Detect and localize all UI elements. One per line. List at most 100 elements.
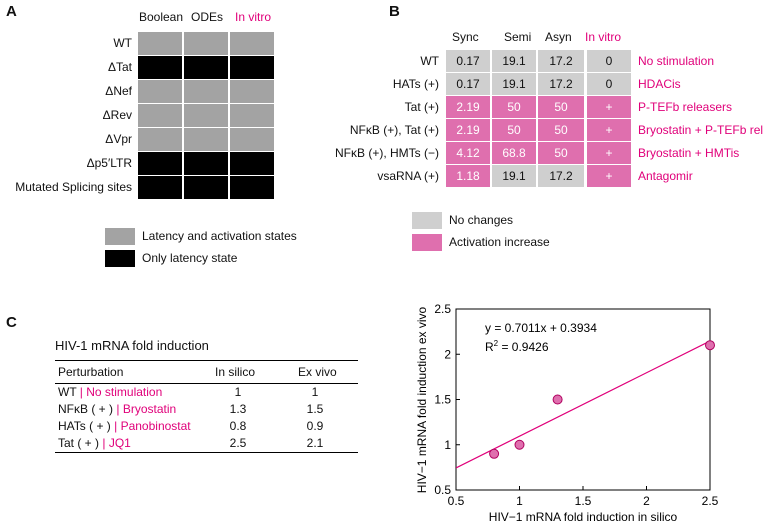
- row-ex-vivo: 1.5: [306, 402, 324, 416]
- y-tick-label: 0.5: [434, 483, 451, 497]
- panel-a-row-label: Mutated Splicing sites: [15, 180, 132, 194]
- panel-b-col-header: Semi: [504, 30, 532, 44]
- panel-b-cell: 19.1: [492, 50, 536, 72]
- panel-b-cell: 2.19: [446, 119, 490, 141]
- panel-b-letter: B: [389, 3, 400, 20]
- panel-b-treatment: No stimulation: [638, 54, 715, 68]
- panel-a-col-header: Boolean: [138, 10, 184, 24]
- panel-a-cell: [138, 80, 182, 103]
- panel-b-treatment: Bryostatin + P-TEFb rel: [638, 123, 764, 137]
- panel-b-cell: 50: [538, 119, 584, 141]
- row-ex-vivo: 0.9: [306, 419, 324, 433]
- x-axis-label: HIV−1 mRNA fold induction in silico: [489, 510, 678, 524]
- panel-a-cell: [230, 128, 274, 151]
- panel-b-cell: 4.12: [446, 142, 490, 164]
- x-tick-label: 2: [643, 494, 650, 508]
- row-in-silico: 0.8: [229, 419, 247, 433]
- panel-c-table-title: HIV-1 mRNA fold induction: [55, 338, 209, 353]
- panel-a-row-label: Δp5′LTR: [86, 156, 132, 170]
- data-point: [489, 448, 500, 459]
- table-row: HATs ( + ) | Panobinostat 0.8 0.9: [55, 418, 358, 435]
- panel-b-legend-swatch: [412, 212, 442, 229]
- y-tick-label: 2: [444, 347, 451, 361]
- panel-a-cell: [230, 152, 274, 175]
- panel-a-row-label: WT: [113, 36, 132, 50]
- regression-equation: y = 0.7011x + 0.3934: [485, 321, 597, 335]
- panel-a-cell: [230, 104, 274, 127]
- panel-b-cell: 0.17: [446, 50, 490, 72]
- panel-b-cell: +: [587, 165, 631, 187]
- table-row: WT | No stimulation 1 1: [55, 384, 358, 401]
- panel-b-treatment: HDACis: [638, 77, 681, 91]
- x-tick-label: 1: [516, 494, 523, 508]
- panel-b-legend-swatch: [412, 234, 442, 251]
- row-ex-vivo: 2.1: [306, 436, 324, 450]
- header-in-silico: In silico: [215, 365, 256, 379]
- panel-b-row-label: Tat (+): [404, 100, 439, 114]
- panel-b-col-header: Sync: [452, 30, 479, 44]
- panel-b-treatment: Bryostatin + HMTis: [638, 146, 740, 160]
- panel-b-cell: 17.2: [538, 50, 584, 72]
- panel-a-cell: [184, 80, 228, 103]
- panel-b-cell: 0: [587, 73, 631, 95]
- data-point: [705, 340, 715, 351]
- panel-b-treatment: P-TEFb releasers: [638, 100, 733, 114]
- table-row: Tat ( + ) | JQ1 2.5 2.1: [55, 435, 358, 452]
- panel-b-cell: +: [587, 119, 631, 141]
- panel-a-cell: [184, 56, 228, 79]
- y-tick-label: 1.5: [434, 393, 451, 407]
- panel-a-cell: [184, 152, 228, 175]
- table-row: NFκB ( + ) | Bryostatin 1.3 1.5: [55, 401, 358, 418]
- panel-c-letter: C: [6, 314, 17, 331]
- fold-induction-table: Perturbation In silico Ex vivo WT | No s…: [55, 360, 358, 453]
- panel-a-cell: [184, 32, 228, 55]
- panel-b-col-header: In vitro: [585, 30, 622, 44]
- panel-a-cell: [138, 32, 182, 55]
- panel-b-cell: 17.2: [538, 73, 584, 95]
- panel-b-row-label: WT: [420, 54, 439, 68]
- x-tick-label: 0.5: [448, 494, 465, 508]
- panel-a-row-label: ΔTat: [107, 60, 132, 74]
- panel-a-cell: [230, 80, 274, 103]
- panel-b-row-label: HATs (+): [392, 77, 439, 91]
- panel-a-row-label: ΔNef: [105, 84, 132, 98]
- panel-a-cell: [230, 32, 274, 55]
- panel-b-legend-label: No changes: [449, 213, 514, 227]
- panel-b-cell: +: [587, 142, 631, 164]
- panel-b-col-header: Asyn: [545, 30, 572, 44]
- panel-b-legend-label: Activation increase: [449, 235, 550, 249]
- panel-a-cell: [138, 176, 182, 199]
- header-perturbation: Perturbation: [58, 365, 124, 379]
- panel-a-legend-swatch: [105, 228, 135, 245]
- panel-a-cell: [184, 176, 228, 199]
- panel-a-row-label: ΔRev: [102, 108, 132, 122]
- data-point: [552, 394, 563, 405]
- x-tick-label: 2.5: [702, 494, 719, 508]
- panel-a-col-header: In vitro: [234, 10, 271, 24]
- regression-line: [456, 340, 710, 469]
- panel-b-cell: 68.8: [492, 142, 536, 164]
- panel-a-cell: [138, 128, 182, 151]
- row-perturbation: WT | No stimulation: [58, 385, 163, 399]
- panel-b-cell: 17.2: [538, 165, 584, 187]
- panel-b-cell: 0: [587, 50, 631, 72]
- row-ex-vivo: 1: [311, 385, 319, 399]
- panel-b-treatment: Antagomir: [638, 169, 693, 183]
- data-point: [514, 439, 525, 450]
- row-perturbation: NFκB ( + ) | Bryostatin: [58, 402, 177, 416]
- panel-a-cell: [184, 104, 228, 127]
- panel-b-row-label: NFκB (+), Tat (+): [349, 123, 439, 137]
- r-squared-label: R2 = 0.9426: [485, 339, 549, 354]
- row-perturbation: HATs ( + ) | Panobinostat: [58, 419, 191, 433]
- row-in-silico: 1: [234, 385, 242, 399]
- panel-b-cell: 50: [538, 142, 584, 164]
- header-ex-vivo: Ex vivo: [298, 365, 337, 379]
- panel-b-cell: 50: [492, 119, 536, 141]
- panel-b-cell: 19.1: [492, 165, 536, 187]
- plot-frame: [455, 308, 711, 491]
- panel-b-cell: 50: [492, 96, 536, 118]
- panel-b-cell: 19.1: [492, 73, 536, 95]
- panel-a-legend-swatch: [105, 250, 135, 267]
- panel-a-cell: [138, 152, 182, 175]
